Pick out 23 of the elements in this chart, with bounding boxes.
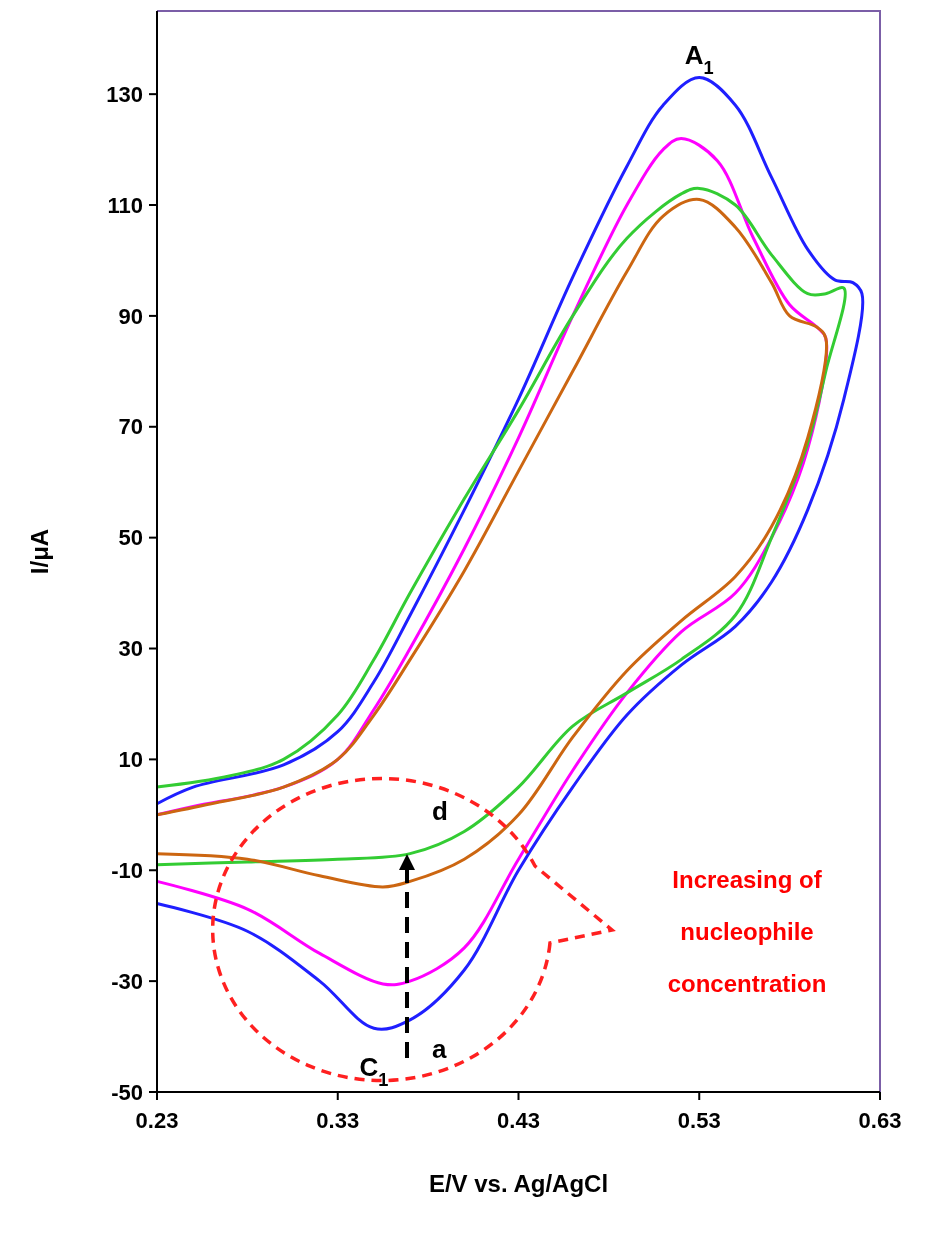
y-tick-label: 90 <box>118 303 143 329</box>
annotation: C$_{1}$ <box>359 1052 389 1091</box>
y-tick-label: -50 <box>111 1079 143 1105</box>
x-tick-label: 0.63 <box>858 1108 902 1133</box>
y-tick-label: 70 <box>118 414 143 440</box>
annotation: a <box>432 1034 447 1064</box>
x-axis-title: E/V vs. Ag/AgCl <box>428 1170 609 1197</box>
annotation: Increasing of nucleophile concentration <box>667 866 827 997</box>
y-tick-label: 30 <box>118 636 143 662</box>
y-tick-label: -30 <box>111 968 143 994</box>
x-tick-label: 0.33 <box>316 1108 360 1133</box>
y-tick-label: 130 <box>106 81 143 107</box>
y-axis-title: I/μA <box>26 528 53 575</box>
y-tick-label: 50 <box>118 525 143 551</box>
x-tick-label: 0.53 <box>677 1108 721 1133</box>
x-tick-label: 0.43 <box>497 1108 540 1133</box>
annotation: A$_{1}$ <box>684 39 714 78</box>
y-tick-label: 10 <box>118 747 143 773</box>
x-tick-label: 0.23 <box>135 1108 179 1133</box>
annotation: d <box>432 796 448 826</box>
y-tick-label: -10 <box>111 857 143 883</box>
y-tick-label: 110 <box>107 192 143 218</box>
line-series <box>155 76 865 1030</box>
